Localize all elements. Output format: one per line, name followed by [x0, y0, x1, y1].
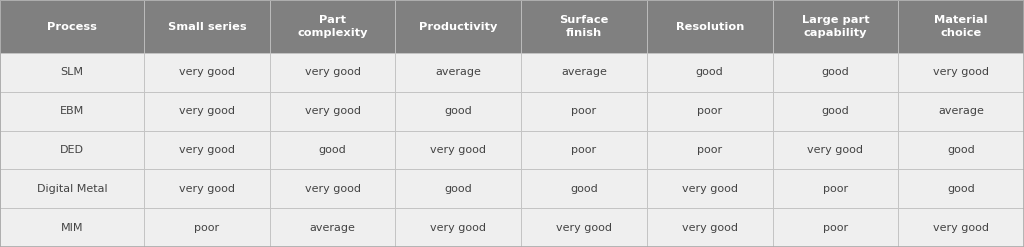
Bar — [0, 0, 144, 53]
Text: very good: very good — [179, 145, 234, 155]
Bar — [647, 131, 772, 169]
Text: Digital Metal: Digital Metal — [37, 184, 108, 194]
Bar — [144, 0, 269, 53]
Text: SLM: SLM — [60, 67, 84, 78]
Text: very good: very good — [682, 184, 737, 194]
Text: average: average — [435, 67, 481, 78]
Text: very good: very good — [556, 223, 612, 233]
Bar — [269, 0, 395, 53]
Text: very good: very good — [933, 223, 989, 233]
Bar — [647, 0, 772, 53]
Bar — [0, 169, 144, 208]
Bar — [898, 169, 1024, 208]
Text: good: good — [821, 67, 849, 78]
Bar — [144, 208, 269, 247]
Text: very good: very good — [304, 67, 360, 78]
Bar — [395, 131, 521, 169]
Text: poor: poor — [697, 145, 722, 155]
Bar — [395, 208, 521, 247]
Text: poor: poor — [195, 223, 219, 233]
Text: DED: DED — [60, 145, 84, 155]
Bar — [521, 131, 647, 169]
Text: good: good — [821, 106, 849, 116]
Bar — [0, 53, 144, 92]
Text: poor: poor — [823, 223, 848, 233]
Text: very good: very good — [179, 184, 234, 194]
Bar — [395, 169, 521, 208]
Text: Material
choice: Material choice — [934, 15, 988, 38]
Text: EBM: EBM — [59, 106, 84, 116]
Text: very good: very good — [304, 184, 360, 194]
Text: MIM: MIM — [60, 223, 83, 233]
Bar — [521, 92, 647, 131]
Bar — [521, 208, 647, 247]
Bar — [521, 169, 647, 208]
Bar — [521, 53, 647, 92]
Text: very good: very good — [179, 67, 234, 78]
Text: good: good — [570, 184, 598, 194]
Text: Process: Process — [47, 21, 97, 32]
Bar — [898, 92, 1024, 131]
Bar — [269, 131, 395, 169]
Bar — [0, 208, 144, 247]
Bar — [772, 131, 898, 169]
Bar — [144, 169, 269, 208]
Text: Resolution: Resolution — [676, 21, 743, 32]
Text: very good: very good — [682, 223, 737, 233]
Bar — [144, 131, 269, 169]
Text: average: average — [309, 223, 355, 233]
Text: very good: very good — [430, 223, 486, 233]
Bar — [647, 92, 772, 131]
Bar — [395, 92, 521, 131]
Text: Productivity: Productivity — [419, 21, 498, 32]
Bar — [898, 0, 1024, 53]
Bar — [898, 131, 1024, 169]
Bar — [395, 53, 521, 92]
Text: poor: poor — [697, 106, 722, 116]
Bar — [269, 208, 395, 247]
Bar — [0, 92, 144, 131]
Bar — [0, 131, 144, 169]
Text: good: good — [444, 184, 472, 194]
Bar — [269, 92, 395, 131]
Text: good: good — [318, 145, 346, 155]
Bar — [144, 92, 269, 131]
Text: very good: very good — [304, 106, 360, 116]
Bar — [898, 208, 1024, 247]
Text: good: good — [696, 67, 724, 78]
Text: good: good — [947, 184, 975, 194]
Text: Part
complexity: Part complexity — [297, 15, 368, 38]
Bar — [772, 53, 898, 92]
Text: Large part
capability: Large part capability — [802, 15, 869, 38]
Bar — [647, 208, 772, 247]
Bar — [772, 208, 898, 247]
Text: poor: poor — [571, 145, 597, 155]
Bar — [269, 169, 395, 208]
Bar — [647, 169, 772, 208]
Text: very good: very good — [430, 145, 486, 155]
Text: poor: poor — [823, 184, 848, 194]
Text: very good: very good — [933, 67, 989, 78]
Bar — [898, 53, 1024, 92]
Text: good: good — [947, 145, 975, 155]
Text: good: good — [444, 106, 472, 116]
Bar — [144, 53, 269, 92]
Bar — [395, 0, 521, 53]
Text: average: average — [938, 106, 984, 116]
Bar — [772, 92, 898, 131]
Text: very good: very good — [179, 106, 234, 116]
Text: very good: very good — [808, 145, 863, 155]
Bar — [269, 53, 395, 92]
Bar — [772, 169, 898, 208]
Bar — [772, 0, 898, 53]
Text: average: average — [561, 67, 607, 78]
Text: poor: poor — [571, 106, 597, 116]
Bar — [521, 0, 647, 53]
Text: Surface
finish: Surface finish — [559, 15, 608, 38]
Bar — [647, 53, 772, 92]
Text: Small series: Small series — [168, 21, 246, 32]
